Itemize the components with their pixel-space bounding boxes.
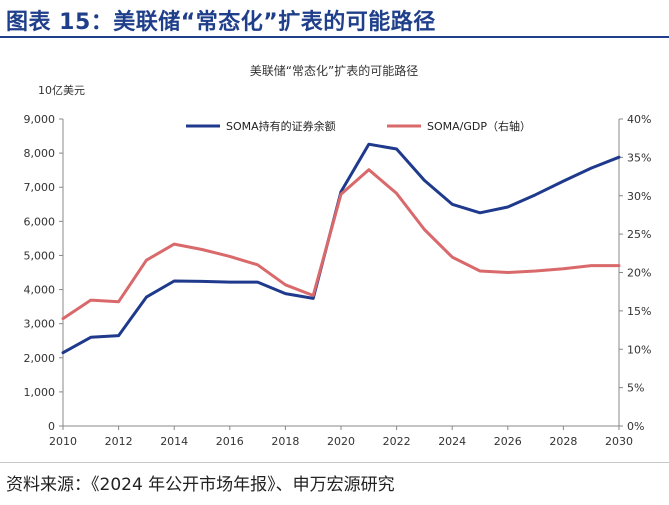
x-tick-label: 2026 <box>494 435 522 448</box>
x-tick-label: 2020 <box>327 435 355 448</box>
y-left-tick-label: 3,000 <box>24 318 56 331</box>
y-left-tick-label: 4,000 <box>24 284 56 297</box>
y-right-tick-label: 35% <box>627 151 651 164</box>
chart-title: 美联储“常态化”扩表的可能路径 <box>250 63 418 78</box>
x-tick-label: 2014 <box>160 435 188 448</box>
legend-label-1: SOMA持有的证券余额 <box>226 119 336 133</box>
x-tick-label: 2024 <box>438 435 466 448</box>
y-left-tick-label: 6,000 <box>24 215 56 228</box>
source-note: 资料来源：《2024 年公开市场年报》、申万宏源研究 <box>6 475 395 495</box>
header-divider <box>0 36 669 38</box>
y-right-tick-label: 5% <box>627 382 644 395</box>
series-line-2 <box>61 168 621 321</box>
legend: SOMA持有的证券余额 SOMA/GDP（右轴） <box>186 119 531 133</box>
page-title: 图表 15：美联储“常态化”扩表的可能路径 <box>6 10 436 35</box>
y-right-tick-label: 30% <box>627 190 651 203</box>
x-tick-label: 2010 <box>49 435 77 448</box>
y-left-tick-label: 0 <box>48 420 55 433</box>
x-tick-label: 2012 <box>105 435 133 448</box>
y-left-tick-label: 1,000 <box>24 386 56 399</box>
legend-label-2: SOMA/GDP（右轴） <box>427 119 531 133</box>
y-axis-unit-label: 10亿美元 <box>38 84 85 97</box>
y-right-tick-label: 0% <box>627 420 644 433</box>
x-tick-label: 2030 <box>605 435 633 448</box>
y-left-tick-label: 8,000 <box>24 147 56 160</box>
y-left-tick-label: 7,000 <box>24 181 56 194</box>
x-tick-label: 2028 <box>549 435 577 448</box>
axes: 0 1,000 2,000 3,000 4,000 5,000 6,000 7,000 8,00… <box>24 113 652 448</box>
y-right-tick-label: 25% <box>627 228 651 241</box>
x-tick-label: 2022 <box>383 435 411 448</box>
y-left-tick-label: 9,000 <box>24 113 56 126</box>
y-right-tick-label: 20% <box>627 267 651 280</box>
footer-divider <box>0 462 669 463</box>
y-right-tick-label: 10% <box>627 343 651 356</box>
y-left-tick-label: 5,000 <box>24 249 56 262</box>
series-lines <box>61 142 621 355</box>
chart: 美联储“常态化”扩表的可能路径 10亿美元 0 1,000 2,000 3,000 4,… <box>24 63 652 448</box>
x-tick-label: 2016 <box>216 435 244 448</box>
y-left-tick-label: 2,000 <box>24 352 56 365</box>
y-right-tick-label: 40% <box>627 113 651 126</box>
x-tick-label: 2018 <box>271 435 299 448</box>
y-right-tick-label: 15% <box>627 305 651 318</box>
series-line-1 <box>61 142 621 355</box>
